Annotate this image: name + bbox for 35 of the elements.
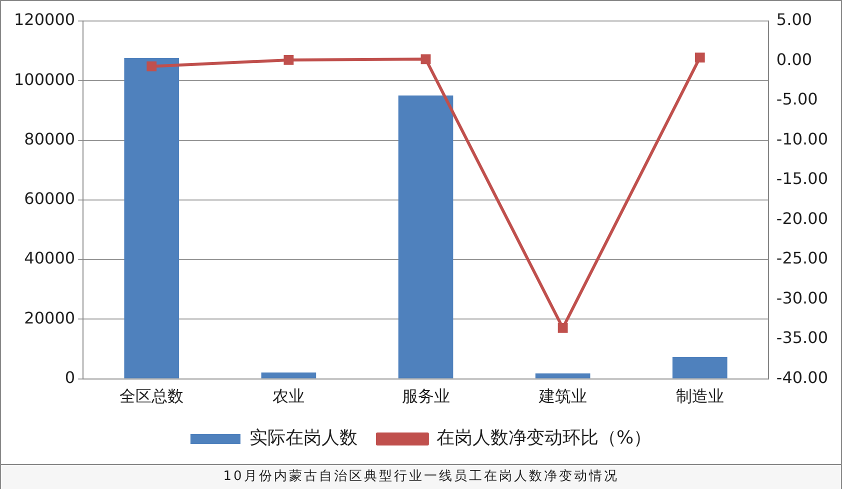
y2-tick-label: -5.00: [776, 90, 818, 109]
y-tick-label: 60000: [24, 189, 76, 208]
y-tick-label: 100000: [14, 70, 76, 89]
legend-label: 在岗人数净变动环比（%）: [436, 428, 652, 449]
point: [420, 54, 431, 64]
x-tick-label: 全区总数: [120, 386, 184, 406]
y-tick-label: 40000: [24, 248, 76, 268]
x-tick-label: 农业: [272, 386, 305, 406]
point: [284, 55, 294, 65]
y2-tick-label: -30.00: [776, 288, 828, 308]
bar: [535, 373, 590, 378]
bar: [672, 357, 728, 378]
y2-tick-label: 0.00: [776, 50, 812, 69]
y-tick-label: 20000: [24, 308, 76, 328]
y2-tick-label: 5.00: [776, 10, 812, 30]
bar: [261, 372, 316, 378]
y2-tick-label: -10.00: [776, 129, 828, 148]
y2-tick-label: -35.00: [776, 328, 828, 348]
y2-tick-label: -25.00: [776, 248, 828, 268]
x-tick-label: 服务业: [402, 386, 450, 406]
y-tick-label: 120000: [14, 10, 76, 30]
x-tick-label: 制造业: [676, 386, 724, 406]
text: 10月份内蒙古自治区典型行业一线员工在岗人数净变动情况: [1, 464, 841, 489]
point: [146, 61, 157, 72]
y2-tick-label: -20.00: [776, 208, 828, 228]
bar: [124, 58, 180, 378]
point: [694, 52, 705, 63]
x-tick-label: 建筑业: [538, 386, 587, 406]
legend-label: 实际在岗人数: [249, 428, 358, 449]
y-tick-label: 0: [64, 368, 76, 387]
y2-tick-label: -40.00: [776, 368, 828, 387]
y-tick-label: 80000: [24, 129, 76, 148]
point: [558, 322, 568, 333]
bar: [398, 96, 454, 378]
y2-tick-label: -15.00: [776, 169, 828, 188]
